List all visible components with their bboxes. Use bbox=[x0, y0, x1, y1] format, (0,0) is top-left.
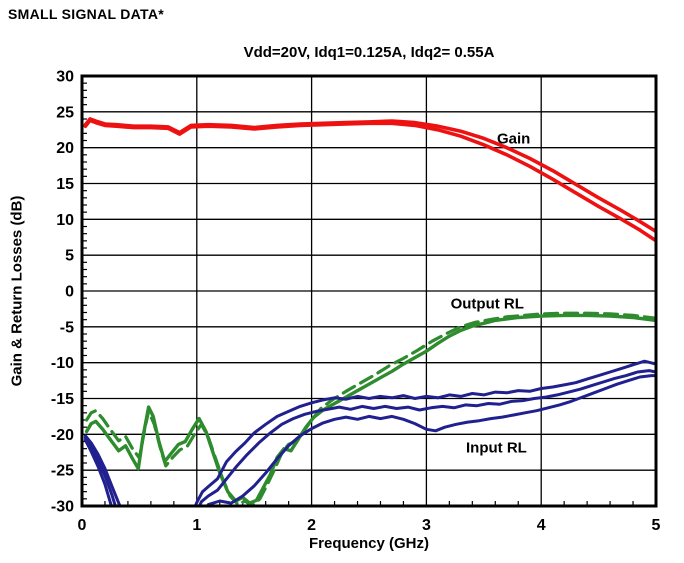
y-tick-label: -5 bbox=[60, 319, 74, 336]
x-axis-label: Frequency (GHz) bbox=[308, 535, 429, 552]
page-title: SMALL SIGNAL DATA* bbox=[8, 6, 165, 22]
x-tick-label: 3 bbox=[422, 517, 431, 534]
series-gain-trace-1 bbox=[83, 117, 656, 234]
annotation-output-rl: Output RL bbox=[450, 295, 524, 313]
y-tick-label: 10 bbox=[56, 212, 74, 229]
series-input-rl-trace-1 bbox=[83, 359, 656, 506]
y-axis-label: Gain & Return Losses (dB) bbox=[8, 195, 26, 387]
x-tick-label: 0 bbox=[78, 517, 87, 534]
y-tick-label: 25 bbox=[56, 104, 74, 121]
y-tick-label: 0 bbox=[65, 284, 74, 301]
y-tick-label: -15 bbox=[51, 391, 74, 408]
annotation-input-rl: Input RL bbox=[466, 439, 527, 457]
series-gain-trace-2 bbox=[83, 118, 656, 243]
y-tick-label: -30 bbox=[51, 499, 74, 516]
y-tick-label: 15 bbox=[56, 176, 74, 193]
y-tick-label: -20 bbox=[51, 427, 74, 444]
y-tick-label: 30 bbox=[56, 69, 74, 86]
x-tick-label: 1 bbox=[192, 517, 201, 534]
x-tick-label: 2 bbox=[307, 517, 316, 534]
y-tick-label: 5 bbox=[65, 248, 74, 265]
x-tick-label: 4 bbox=[537, 517, 546, 534]
y-tick-label: -25 bbox=[51, 463, 74, 480]
y-tick-label: -10 bbox=[51, 355, 74, 372]
plot-border bbox=[80, 74, 658, 508]
x-tick-label: 5 bbox=[652, 517, 661, 534]
series-output-rl-dashed bbox=[84, 311, 656, 506]
series-input-rl-trace-3 bbox=[83, 374, 656, 506]
annotation-gain: Gain bbox=[496, 130, 531, 148]
chart-title: Vdd=20V, Idq1=0.125A, Idq2= 0.55A bbox=[243, 44, 495, 61]
series-input-rl-trace-2 bbox=[83, 369, 656, 506]
y-tick-label: 20 bbox=[56, 140, 74, 157]
